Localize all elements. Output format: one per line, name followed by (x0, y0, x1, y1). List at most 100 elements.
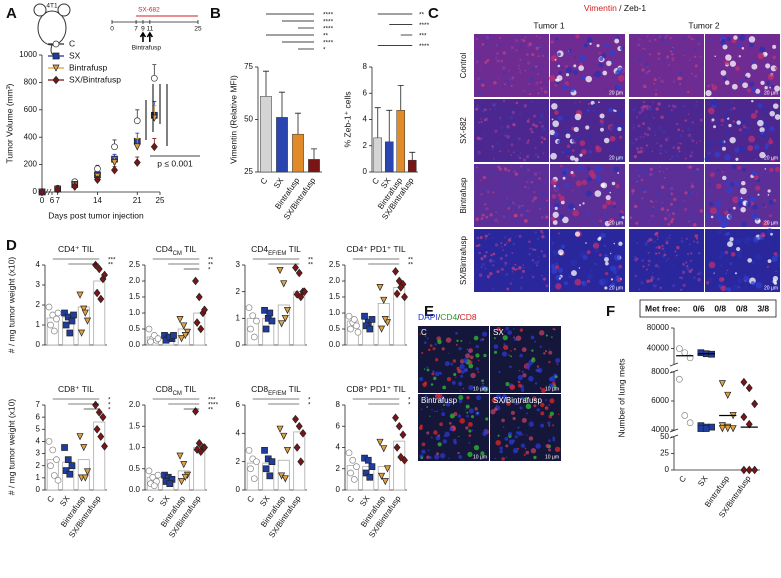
cell (691, 121, 694, 124)
cell (635, 88, 637, 91)
marker (349, 456, 357, 464)
cell (551, 118, 554, 121)
y-tick-label: 6 (363, 88, 368, 97)
cell (689, 137, 693, 140)
cell (727, 287, 732, 292)
cell (528, 252, 532, 256)
cell (701, 206, 703, 209)
marker (268, 317, 276, 325)
marker (676, 345, 683, 352)
cell (660, 207, 665, 211)
treatment-label: Bintrafusp (132, 45, 162, 52)
cell (511, 266, 515, 270)
cell (586, 166, 591, 171)
cell (543, 137, 546, 141)
x-tick-label: SX (258, 494, 272, 508)
cell (697, 277, 701, 282)
sig-stars: * (208, 267, 211, 274)
cell (760, 232, 766, 238)
cell (526, 366, 530, 369)
cell (418, 426, 423, 430)
cell (554, 375, 558, 379)
cell (557, 115, 563, 121)
marker (176, 452, 184, 460)
cell (506, 201, 510, 205)
cell (539, 172, 541, 174)
cell (696, 241, 699, 244)
cell (530, 77, 533, 80)
marker (281, 475, 289, 483)
cell (432, 370, 435, 374)
cell (720, 39, 726, 45)
cell (484, 267, 487, 270)
arrow (139, 31, 147, 42)
cell (645, 241, 647, 243)
cell (750, 112, 757, 119)
cell (719, 263, 723, 267)
cell (419, 376, 424, 382)
cell (480, 78, 484, 82)
cell (729, 136, 736, 144)
cell (658, 35, 662, 39)
cell (641, 156, 643, 158)
cell (649, 167, 653, 171)
cell (592, 74, 595, 77)
cell (582, 202, 585, 205)
cell (677, 91, 679, 93)
cell (747, 195, 751, 198)
mouse-ear (57, 3, 71, 17)
cell (574, 55, 577, 58)
cell (632, 60, 635, 63)
cell (669, 158, 671, 161)
marker (52, 52, 60, 60)
cell (671, 56, 675, 61)
marker (353, 463, 360, 470)
cell (475, 244, 479, 248)
cell (514, 235, 517, 238)
cell (742, 167, 747, 172)
cell (635, 221, 639, 225)
cell (535, 65, 538, 68)
cell (541, 124, 544, 128)
cell (535, 261, 540, 265)
axis-label: # / mg tumor weight (x10) (6, 399, 16, 496)
cell (528, 175, 531, 178)
cell (735, 66, 740, 71)
cell (551, 194, 557, 199)
cell (692, 55, 695, 57)
cell (496, 59, 500, 63)
cell (498, 43, 502, 47)
cell (457, 369, 462, 374)
cell (749, 42, 754, 48)
marker (380, 445, 388, 453)
cell (530, 335, 535, 340)
cell (649, 122, 652, 125)
marker (201, 305, 208, 315)
cell (664, 217, 668, 221)
cell (673, 197, 677, 201)
cell (657, 102, 661, 106)
cell (699, 140, 701, 142)
cell (476, 412, 479, 415)
cell (483, 353, 487, 358)
cell (438, 371, 442, 375)
cell (521, 370, 524, 373)
cell (522, 264, 524, 266)
cell (554, 206, 558, 210)
marker (253, 458, 260, 466)
cell (548, 360, 551, 364)
cell (549, 129, 555, 136)
cell (667, 64, 671, 67)
cell (525, 154, 530, 159)
cell (549, 398, 555, 404)
cell (663, 199, 667, 203)
cell (726, 269, 729, 272)
cell (502, 215, 506, 218)
cell (554, 328, 556, 331)
cell (658, 166, 661, 168)
cell (687, 190, 691, 194)
cell (602, 70, 608, 76)
cell (506, 287, 510, 291)
cell (491, 397, 497, 403)
cell (711, 84, 718, 91)
